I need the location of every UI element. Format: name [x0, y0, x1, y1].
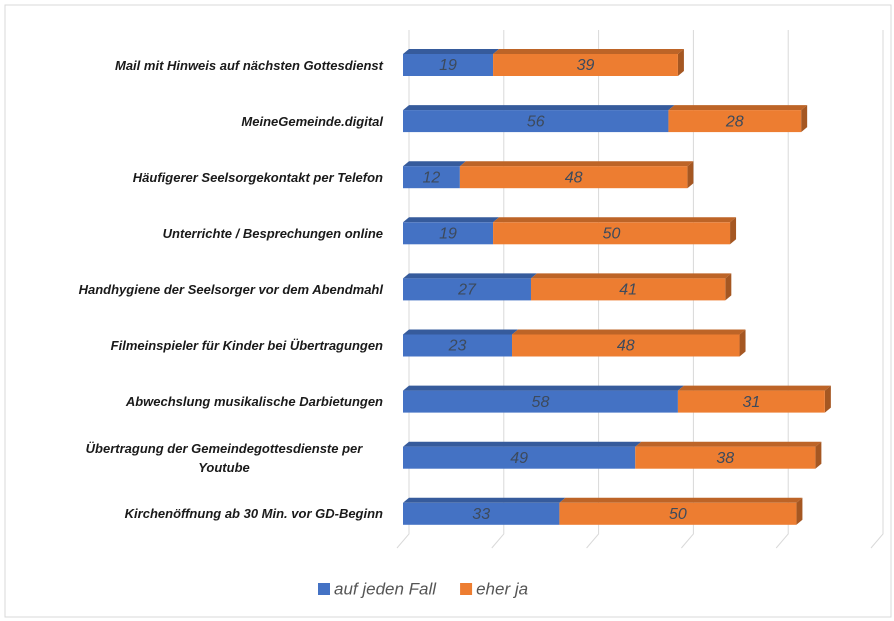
- category-label: Unterrichte / Besprechungen online: [162, 225, 383, 241]
- category-label-box: Übertragung der Gemeindegottesdienste pe…: [65, 433, 383, 483]
- bar-top: [403, 105, 675, 111]
- category-label-box: Handhygiene der Seelsorger vor dem Abend…: [79, 264, 383, 314]
- bar-top: [403, 497, 566, 503]
- value-label: 27: [457, 282, 477, 299]
- bar-side: [796, 497, 803, 525]
- bar-side: [677, 49, 684, 76]
- category-label-box: MeineGemeinde.digital: [241, 96, 383, 146]
- value-label: 38: [716, 450, 734, 467]
- value-label: 58: [532, 394, 550, 411]
- category-label: Filmeinspieler für Kinder bei Übertragun…: [110, 338, 383, 353]
- bar: [512, 334, 740, 357]
- value-label: 56: [527, 113, 545, 130]
- value-label: 41: [619, 282, 637, 299]
- bar: [493, 54, 678, 76]
- bar-side: [824, 385, 831, 413]
- category-label-box: Abwechslung musikalische Darbietungen: [126, 377, 383, 427]
- bar-top: [493, 49, 684, 54]
- category-label: Übertragung der Gemeindegottesdienste pe…: [85, 440, 363, 475]
- bar: [403, 110, 669, 133]
- chart-border: [4, 4, 892, 618]
- category-label: MeineGemeinde.digital: [241, 113, 383, 129]
- bar-top: [493, 217, 737, 223]
- value-label: 39: [577, 57, 595, 74]
- grid-line: [396, 30, 410, 549]
- value-label: 50: [669, 506, 687, 523]
- grid-line: [775, 30, 789, 549]
- grid-line: [870, 30, 884, 549]
- bar: [493, 222, 731, 245]
- bar: [403, 334, 513, 357]
- legend-label: auf jeden Fall: [334, 579, 437, 598]
- bar-top: [677, 385, 831, 391]
- category-label-box: Filmeinspieler für Kinder bei Übertragun…: [111, 321, 383, 371]
- category-label-box: Kirchenöffnung ab 30 Min. vor GD-Beginn: [125, 489, 383, 539]
- bar-top: [403, 329, 519, 335]
- category-label: Häufigerer Seelsorgekontakt per Telefon: [132, 169, 383, 185]
- value-label: 23: [448, 338, 467, 355]
- value-label: 19: [439, 226, 457, 243]
- bar-top: [512, 329, 746, 335]
- bar-side: [725, 273, 732, 301]
- bar-top: [459, 161, 694, 167]
- bar: [530, 278, 726, 301]
- legend-label: eher ja: [476, 579, 528, 598]
- grid-line: [491, 30, 505, 549]
- bar: [403, 166, 460, 189]
- grid-line: [681, 30, 694, 549]
- bar-top: [403, 161, 466, 167]
- value-label: 19: [439, 57, 457, 74]
- value-label: 31: [742, 394, 760, 411]
- bar-top: [635, 441, 822, 447]
- bar: [668, 110, 802, 133]
- bar-top: [403, 441, 642, 447]
- bar: [635, 446, 816, 469]
- bar-side: [730, 217, 737, 245]
- bar-side: [687, 161, 694, 189]
- bar: [677, 390, 825, 413]
- bar-side: [739, 329, 746, 357]
- category-label-box: Mail mit Hinweis auf nächsten Gottesdien…: [115, 40, 383, 90]
- grid-line: [586, 30, 600, 549]
- bar: [403, 502, 560, 525]
- category-label: Abwechslung musikalische Darbietungen: [125, 394, 383, 410]
- bar-top: [403, 49, 500, 54]
- bar-top: [559, 497, 803, 503]
- bar: [559, 502, 797, 525]
- legend-swatch: [460, 583, 473, 595]
- category-label: Handhygiene der Seelsorger vor dem Abend…: [78, 281, 383, 297]
- value-label: 48: [565, 169, 583, 186]
- value-label: 48: [617, 338, 635, 355]
- legend-swatch: [318, 583, 330, 595]
- value-label: 12: [423, 169, 441, 186]
- bar: [403, 54, 494, 76]
- bar: [403, 446, 636, 469]
- bar-side: [801, 105, 808, 133]
- bar: [403, 222, 494, 245]
- value-label: 28: [725, 113, 744, 130]
- category-label-box: Unterrichte / Besprechungen online: [163, 208, 383, 258]
- category-label: Mail mit Hinweis auf nächsten Gottesdien…: [115, 57, 383, 73]
- bar-top: [403, 273, 537, 279]
- bar: [403, 278, 531, 301]
- value-label: 49: [510, 450, 528, 467]
- bar-top: [668, 105, 808, 111]
- category-label: Kirchenöffnung ab 30 Min. vor GD-Beginn: [124, 506, 383, 522]
- bar-top: [403, 217, 500, 223]
- bar-top: [403, 385, 684, 391]
- bar-top: [530, 273, 732, 279]
- bar-side: [815, 441, 822, 469]
- bar: [403, 390, 678, 413]
- value-label: 33: [472, 506, 490, 523]
- bar: [459, 166, 688, 189]
- category-label-box: Häufigerer Seelsorgekontakt per Telefon: [133, 152, 383, 202]
- value-label: 50: [603, 226, 621, 243]
